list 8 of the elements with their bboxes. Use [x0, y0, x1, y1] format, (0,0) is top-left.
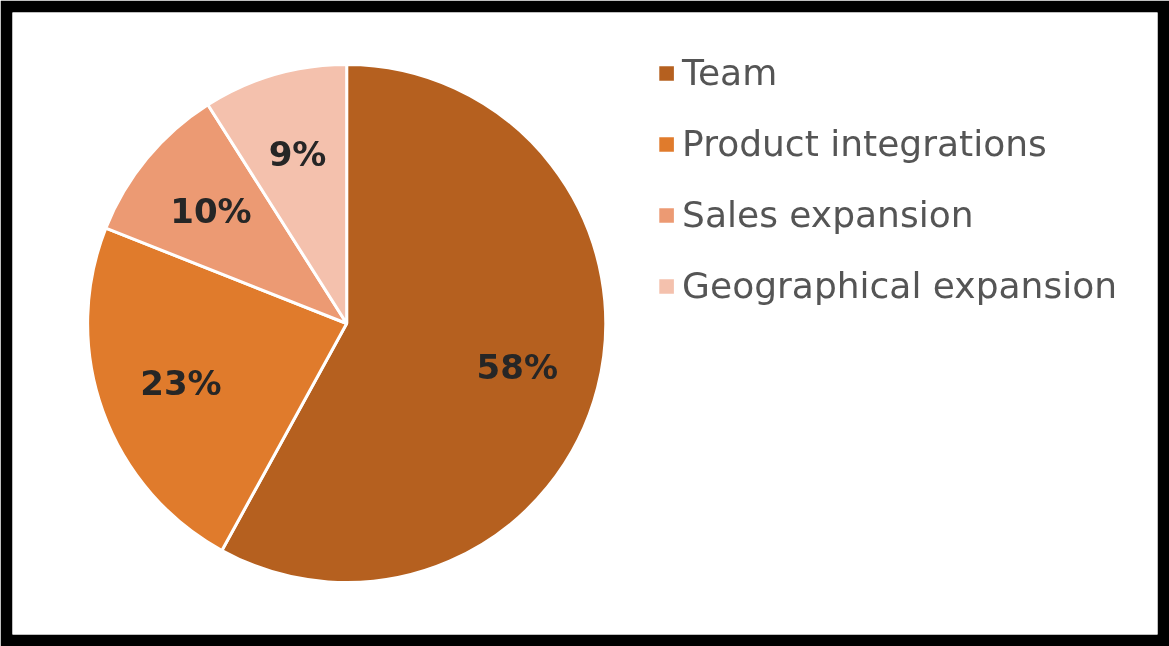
- data-label: 23%: [140, 363, 222, 404]
- legend-label: Geographical expansion: [682, 265, 1117, 306]
- data-label: 58%: [476, 347, 558, 388]
- legend-label: Team: [682, 52, 778, 93]
- data-label: 9%: [268, 134, 327, 175]
- legend-label: Sales expansion: [682, 194, 974, 235]
- data-label: 10%: [170, 191, 252, 232]
- legend-label: Product integrations: [682, 123, 1047, 164]
